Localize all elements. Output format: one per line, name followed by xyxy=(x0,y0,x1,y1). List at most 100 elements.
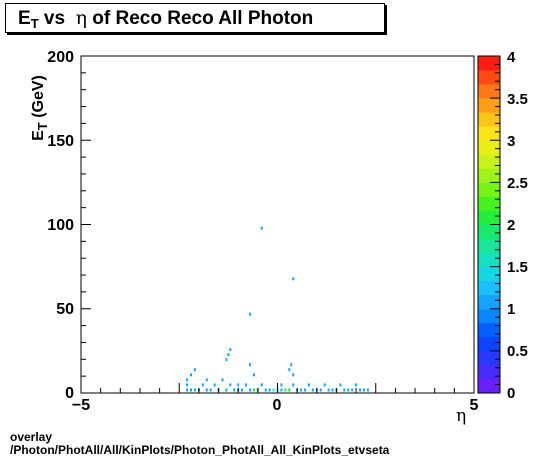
heatmap-bin xyxy=(355,383,358,387)
heatmap-bin xyxy=(366,388,369,392)
color-scale-band xyxy=(478,224,500,239)
heatmap-bin xyxy=(237,383,240,387)
z-tick-label: 3.5 xyxy=(507,91,528,108)
color-scale-band xyxy=(478,238,500,253)
x-tick-label: −5 xyxy=(72,397,90,414)
heatmap-bin xyxy=(252,373,255,377)
heatmap-bin xyxy=(339,383,342,387)
heatmap-bin xyxy=(359,388,362,392)
title-e: E xyxy=(18,8,31,29)
color-scale-band xyxy=(478,322,500,338)
heatmap-bin xyxy=(252,388,255,392)
heatmap-bin xyxy=(351,388,354,392)
heatmap-bin xyxy=(323,383,326,387)
heatmap-bin xyxy=(319,388,322,392)
color-scale-band xyxy=(478,336,500,352)
heatmap-bin xyxy=(227,353,230,357)
heatmap-bin xyxy=(280,388,283,392)
heatmap-bin xyxy=(260,383,263,387)
z-tick-label: 2 xyxy=(507,217,515,234)
color-scale-bar xyxy=(477,55,501,394)
y-tick-label: 0 xyxy=(65,385,74,402)
title-vs: vs xyxy=(38,8,76,29)
z-tick-label: 1.5 xyxy=(507,259,528,276)
heatmap-bin xyxy=(248,363,251,367)
heatmap-bin xyxy=(292,373,295,377)
title-sub-t: T xyxy=(30,16,39,31)
chart-title: ET vs η of Reco Reco All Photon xyxy=(5,3,385,33)
color-scale-band xyxy=(478,112,500,127)
title-eta: η xyxy=(75,7,88,29)
heatmap-bin xyxy=(205,378,208,382)
heatmap-bin xyxy=(284,388,287,392)
heatmap-bin xyxy=(331,388,334,392)
heatmap-bin xyxy=(190,373,193,377)
color-scale-band xyxy=(478,140,500,155)
heatmap-bin xyxy=(245,383,248,387)
heatmap-bin xyxy=(292,277,295,281)
color-scale-band xyxy=(478,350,500,366)
color-scale-band xyxy=(478,252,500,268)
color-scale-band xyxy=(478,84,500,99)
heatmap-bin xyxy=(248,388,251,392)
heatmap-bin xyxy=(300,388,303,392)
z-tick-label: 3 xyxy=(507,133,515,150)
color-scale-band xyxy=(478,126,500,141)
heatmap-bin xyxy=(201,383,204,387)
color-scale-band xyxy=(478,154,500,169)
z-tick-label: 1 xyxy=(507,301,515,318)
heatmap-bin xyxy=(260,226,263,230)
title-rest: of Reco Reco All Photon xyxy=(87,8,314,29)
heatmap-bin xyxy=(272,388,275,392)
color-scale-band xyxy=(478,378,500,394)
footer-line-1: overlay xyxy=(10,430,53,444)
heatmap-bin xyxy=(304,388,307,392)
heatmap-bin xyxy=(362,388,365,392)
heatmap-bin xyxy=(229,383,232,387)
heatmap-bin xyxy=(186,378,189,382)
color-scale-band xyxy=(478,294,500,310)
heatmap-bin xyxy=(190,388,193,392)
heatmap-bin xyxy=(327,388,330,392)
heatmap-bin xyxy=(307,383,310,387)
x-tick-label: 0 xyxy=(273,397,282,414)
heatmap-bin xyxy=(225,388,228,392)
ylabel-unit: (GeV) xyxy=(30,75,47,123)
heatmap-bin xyxy=(241,388,244,392)
color-scale-band xyxy=(478,196,500,211)
heatmap-bin xyxy=(343,388,346,392)
z-tick-label: 2.5 xyxy=(507,175,528,192)
heatmap-bin xyxy=(186,388,189,392)
plot-frame xyxy=(80,55,475,394)
heatmap-bin xyxy=(221,378,224,382)
color-scale-band xyxy=(478,98,500,113)
y-axis-label: ET (GeV) xyxy=(30,75,50,141)
heatmap-bin xyxy=(229,348,232,352)
heatmap-bin xyxy=(225,358,228,362)
heatmap-bin xyxy=(288,368,291,372)
histogram-path: overlay /Photon/PhotAll/All/KinPlots/Pho… xyxy=(10,431,389,457)
y-tick-label: 200 xyxy=(47,49,74,66)
heatmap-bin xyxy=(186,383,189,387)
heatmap-bin xyxy=(280,383,283,387)
heatmap-bin xyxy=(193,368,196,372)
heatmap-bin xyxy=(290,363,293,367)
z-tick-label: 0 xyxy=(507,385,515,402)
ylabel-e: E xyxy=(30,130,47,141)
heatmap-bin xyxy=(233,388,236,392)
y-tick-label: 50 xyxy=(56,301,74,318)
heatmap-bin xyxy=(248,312,251,316)
z-tick-label: 0.5 xyxy=(507,343,528,360)
y-tick-label: 150 xyxy=(47,133,74,150)
heatmap-bin xyxy=(264,388,267,392)
color-scale-band xyxy=(478,280,500,296)
heatmap-bin xyxy=(209,388,212,392)
color-scale-band xyxy=(478,210,500,225)
heatmap-bin xyxy=(193,388,196,392)
heatmap-bin xyxy=(292,383,295,387)
z-tick-label: 4 xyxy=(507,49,516,66)
heatmap-bin xyxy=(268,388,271,392)
color-scale-band xyxy=(478,182,500,197)
y-tick-label: 100 xyxy=(47,217,74,234)
